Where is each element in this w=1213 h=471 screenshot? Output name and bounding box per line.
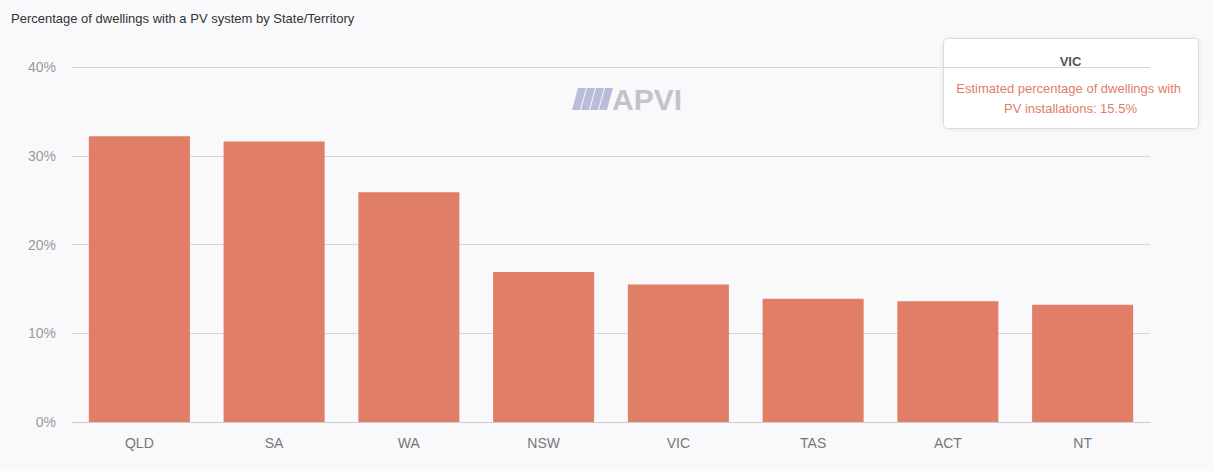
svg-text:TAS: TAS	[800, 435, 826, 451]
svg-text:ACT: ACT	[934, 435, 962, 451]
svg-text:PV installations: 15.5%: PV installations: 15.5%	[1004, 101, 1137, 116]
svg-text:NT: NT	[1073, 435, 1092, 451]
svg-text:NSW: NSW	[527, 435, 560, 451]
svg-text:20%: 20%	[28, 237, 56, 253]
svg-text:Estimated percentage of dwelli: Estimated percentage of dwellings with	[956, 81, 1184, 96]
svg-text:Percentage of dwellings with a: Percentage of dwellings with a PV system…	[11, 11, 355, 26]
svg-text:0%: 0%	[36, 414, 56, 430]
svg-text:SA: SA	[265, 435, 284, 451]
svg-text:VIC: VIC	[667, 435, 690, 451]
svg-text:30%: 30%	[28, 148, 56, 164]
svg-text:40%: 40%	[28, 59, 56, 75]
svg-text:10%: 10%	[28, 325, 56, 341]
svg-text:APVI: APVI	[612, 83, 682, 116]
svg-text:VIC: VIC	[1060, 54, 1082, 69]
svg-text:WA: WA	[398, 435, 421, 451]
svg-text:QLD: QLD	[125, 435, 154, 451]
